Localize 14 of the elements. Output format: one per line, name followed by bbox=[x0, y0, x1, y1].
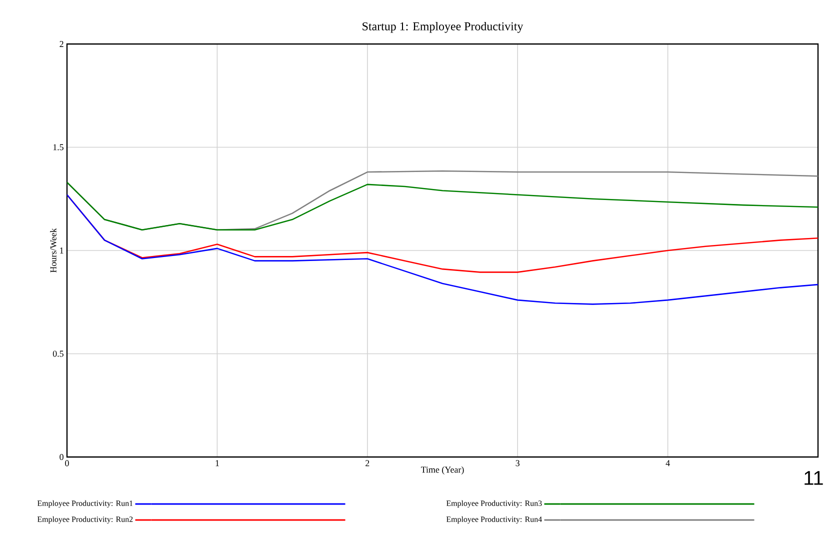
y-tick-label: 0.5 bbox=[52, 350, 64, 357]
y-tick-label: 0 bbox=[60, 454, 64, 460]
y-tick-label: 1 bbox=[60, 248, 64, 254]
x-tick-label: 2 bbox=[366, 460, 370, 466]
x-tick-label: 1 bbox=[216, 460, 219, 466]
x-tick-label: 0 bbox=[65, 460, 69, 466]
y-axis-title: Hours/Week bbox=[50, 228, 56, 273]
x-tick-label: 4 bbox=[666, 460, 670, 466]
x-tick-label: 3 bbox=[516, 460, 520, 466]
y-tick-label: 2 bbox=[60, 41, 64, 47]
text: 11 bbox=[804, 471, 823, 485]
chart-title: Startup 1: Employee Productivity bbox=[362, 22, 524, 33]
y-tick-label: 1.5 bbox=[53, 144, 64, 150]
x-axis-title: Time (Year) bbox=[420, 466, 464, 475]
